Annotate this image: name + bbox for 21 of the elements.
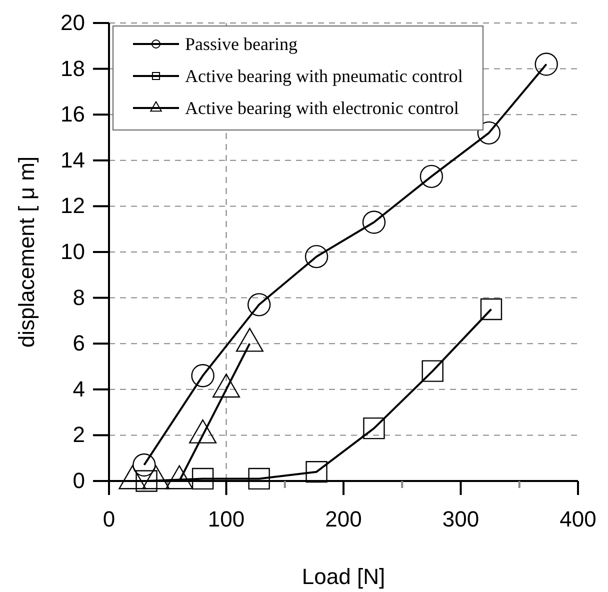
legend-label: Passive bearing xyxy=(185,34,298,54)
y-tick-label: 16 xyxy=(60,102,85,127)
y-tick-label: 14 xyxy=(60,147,85,172)
y-tick-label: 4 xyxy=(72,376,85,402)
x-tick-label: 200 xyxy=(325,506,362,532)
legend-label: Active bearing with electronic control xyxy=(185,98,459,118)
y-tick-label: 2 xyxy=(72,422,85,448)
x-tick-label: 300 xyxy=(442,506,480,532)
legend-label: Active bearing with pneumatic control xyxy=(185,66,463,86)
y-tick-label: 12 xyxy=(60,193,85,218)
y-tick-label: 18 xyxy=(60,56,85,81)
y-tick-label: 6 xyxy=(72,330,85,356)
y-tick-label: 20 xyxy=(60,10,85,36)
y-axis-title: displacement [ μ m] xyxy=(14,156,39,348)
x-tick-label: 400 xyxy=(560,506,596,532)
x-axis-title: Load [N] xyxy=(302,564,386,589)
x-tick-label: 0 xyxy=(102,506,116,532)
y-tick-label: 8 xyxy=(72,284,85,310)
y-tick-label: 0 xyxy=(72,468,85,494)
x-tick-label: 100 xyxy=(208,506,245,532)
y-tick-label: 10 xyxy=(60,239,85,264)
